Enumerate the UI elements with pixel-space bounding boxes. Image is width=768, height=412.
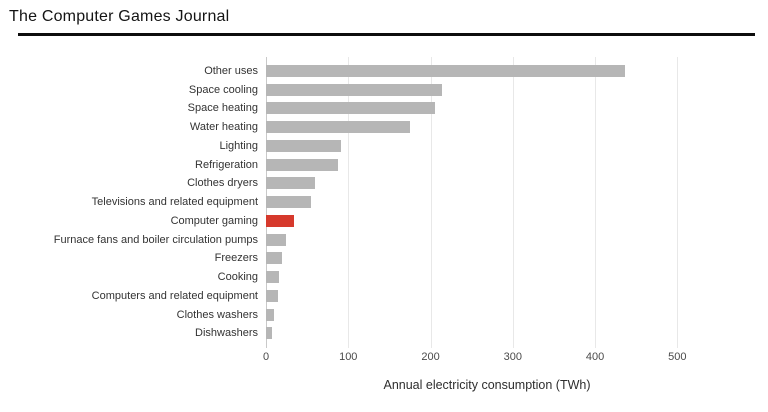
category-label: Space cooling — [188, 83, 258, 96]
bar-track — [266, 308, 702, 321]
category-label: Televisions and related equipment — [91, 196, 258, 209]
bar — [266, 289, 278, 302]
bar — [266, 139, 341, 152]
bar-row: Space cooling — [8, 80, 708, 99]
category-label: Cooking — [217, 271, 258, 284]
category-label: Lighting — [219, 139, 258, 152]
bar-track — [266, 214, 702, 227]
bar-track — [266, 252, 702, 265]
journal-title: The Computer Games Journal — [9, 8, 230, 25]
bar-track — [266, 139, 702, 152]
x-axis-ticks: 0 100 200 300 400 500 — [262, 350, 708, 365]
bar-track — [266, 327, 702, 340]
bar-track — [266, 158, 702, 171]
bar-row: Clothes washers — [8, 305, 708, 324]
bar — [266, 121, 410, 134]
bar-row: Computer gaming — [8, 212, 708, 231]
header-rule — [18, 33, 755, 36]
bar-row: Space heating — [8, 99, 708, 118]
bar — [266, 308, 275, 321]
bar-row: Lighting — [8, 137, 708, 156]
category-label: Dishwashers — [195, 327, 258, 340]
bar-track — [266, 233, 702, 246]
bar-track — [266, 289, 702, 302]
bar — [266, 252, 282, 265]
x-tick-label: 0 — [262, 350, 270, 363]
bar — [266, 271, 280, 284]
category-label: Computers and related equipment — [91, 289, 258, 302]
category-label: Clothes washers — [176, 308, 258, 321]
bar — [266, 83, 443, 96]
category-label: Space heating — [187, 102, 258, 115]
category-label: Freezers — [214, 252, 258, 265]
bar-chart: Other uses Space cooling Space heating Wate… — [8, 56, 708, 392]
highlighted-bar — [266, 214, 294, 227]
bar — [266, 177, 316, 190]
category-label: Computer gaming — [170, 214, 258, 227]
bar-track — [266, 102, 702, 115]
x-tick-label: 300 — [503, 350, 522, 363]
bar-track — [266, 196, 702, 209]
bar-row: Televisions and related equipment — [8, 193, 708, 212]
x-tick-label: 100 — [339, 350, 358, 363]
bar-row: Other uses — [8, 62, 708, 81]
category-label: Clothes dryers — [187, 177, 258, 190]
bar-track — [266, 83, 702, 96]
bar-track — [266, 271, 702, 284]
bar-track — [266, 121, 702, 134]
category-label: Refrigeration — [195, 158, 258, 171]
bar-row: Refrigeration — [8, 155, 708, 174]
bar — [266, 327, 272, 340]
bar-track — [266, 64, 702, 77]
bar-row: Furnace fans and boiler circulation pump… — [8, 230, 708, 249]
category-label: Water heating — [189, 121, 258, 134]
bar-row: Computers and related equipment — [8, 287, 708, 306]
bar-rows: Other uses Space cooling Space heating Wate… — [8, 62, 708, 343]
bar-row: Clothes dryers — [8, 174, 708, 193]
x-tick-label: 500 — [668, 350, 687, 363]
journal-header: The Computer Games Journal — [0, 0, 768, 36]
bar — [266, 64, 625, 77]
x-tick-label: 200 — [421, 350, 440, 363]
bar-row: Dishwashers — [8, 324, 708, 343]
bar-row: Water heating — [8, 118, 708, 137]
category-label: Furnace fans and boiler circulation pump… — [53, 233, 258, 246]
bar-row: Cooking — [8, 268, 708, 287]
bar-track — [266, 177, 702, 190]
category-label: Other uses — [204, 64, 258, 77]
bar — [266, 158, 338, 171]
bar — [266, 233, 286, 246]
bar — [266, 196, 312, 209]
bar — [266, 102, 436, 115]
x-tick-label: 400 — [585, 350, 605, 363]
x-axis-title: Annual electricity consumption (TWh) — [383, 377, 591, 392]
bar-row: Freezers — [8, 249, 708, 268]
